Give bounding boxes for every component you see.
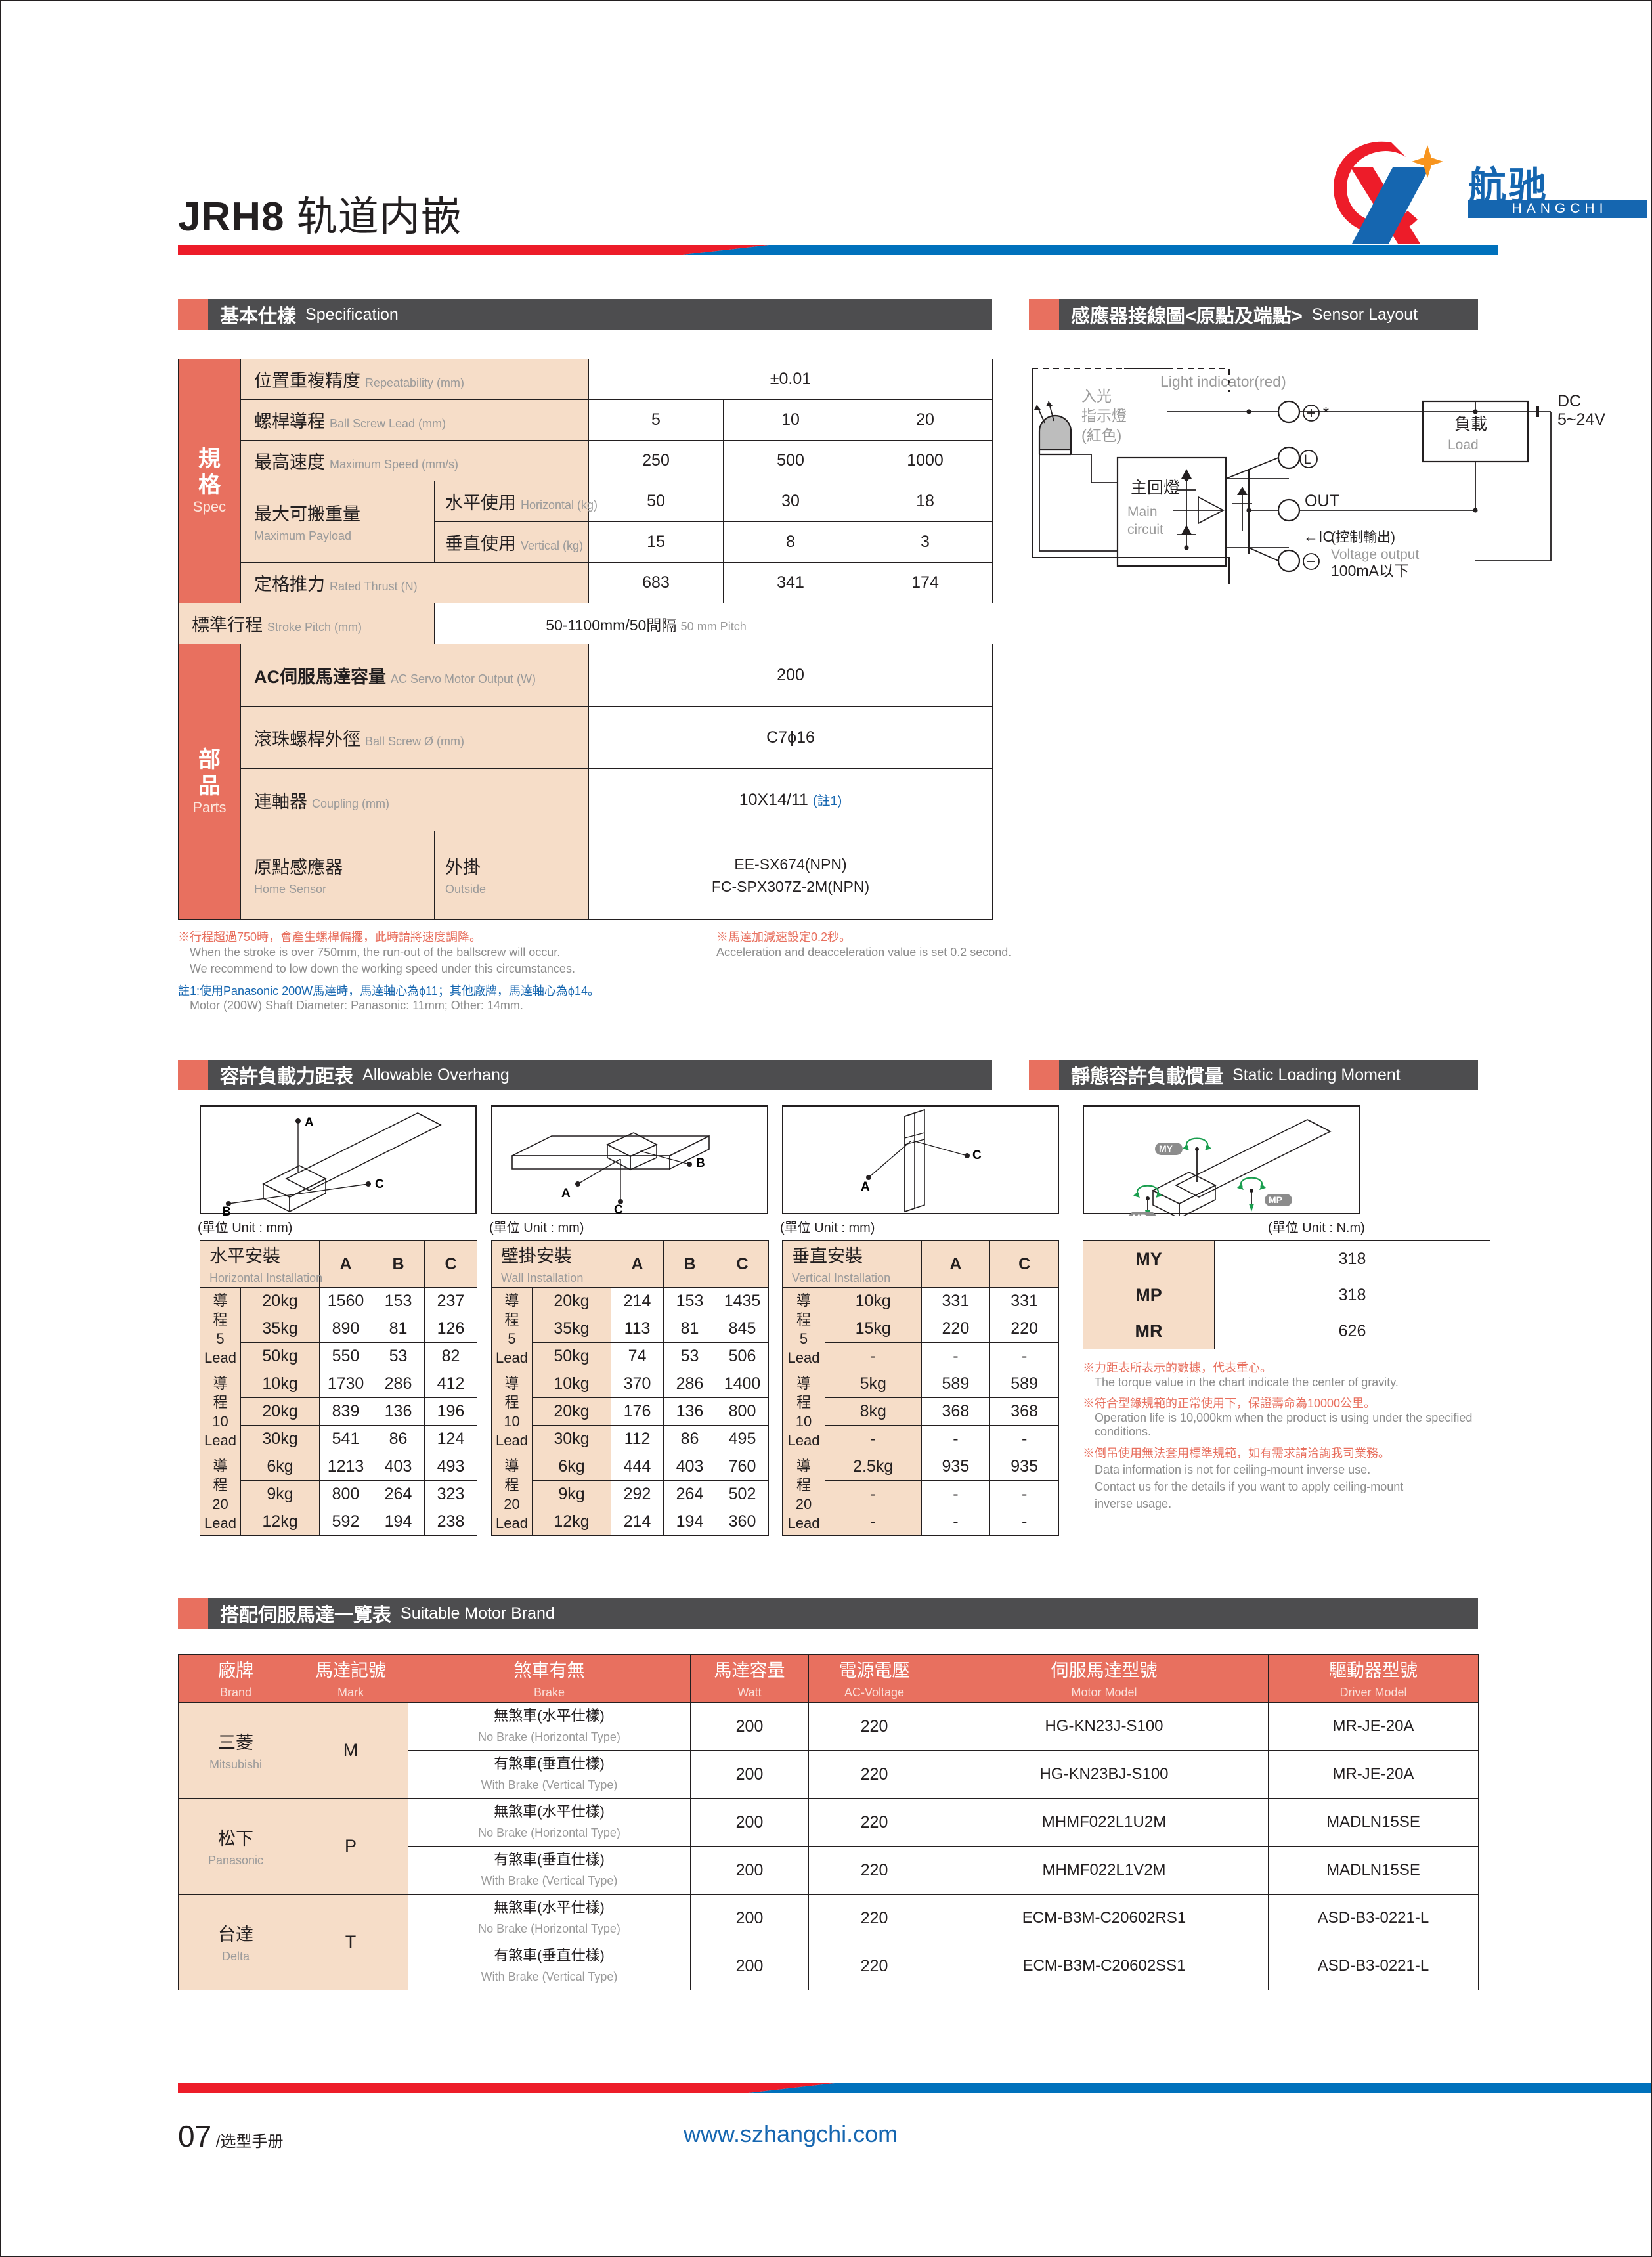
svg-text:OUT: OUT (1305, 492, 1339, 510)
svg-text:DC: DC (1557, 392, 1581, 410)
svg-text:負載: 負載 (1454, 415, 1487, 433)
svg-text:MP: MP (1269, 1194, 1282, 1205)
svg-text:Load: Load (1448, 437, 1479, 452)
svg-text:5~24V: 5~24V (1557, 410, 1605, 429)
svg-text:MR: MR (1133, 1212, 1147, 1216)
svg-text:A: A (561, 1187, 571, 1200)
svg-text:L: L (1304, 453, 1311, 467)
svg-text:指示燈: 指示燈 (1081, 407, 1127, 424)
svg-text:(紅色): (紅色) (1081, 427, 1121, 444)
svg-text:Main: Main (1127, 504, 1158, 519)
svg-text:B: B (222, 1205, 231, 1216)
svg-text:A: A (305, 1116, 314, 1129)
svg-text:入光: 入光 (1081, 387, 1112, 405)
svg-text:C: C (375, 1177, 384, 1191)
svg-text:MY: MY (1159, 1143, 1173, 1154)
svg-text:*: * (1323, 404, 1329, 421)
svg-text:C: C (614, 1203, 623, 1216)
svg-text:Voltage output: Voltage output (1331, 547, 1419, 562)
svg-text:A: A (861, 1180, 870, 1194)
svg-text:circuit: circuit (1127, 522, 1163, 537)
svg-text:Light indicator(red): Light indicator(red) (1160, 373, 1286, 390)
svg-text:C: C (972, 1149, 982, 1162)
svg-text:主回燈: 主回燈 (1131, 479, 1180, 497)
svg-text:←IC: ←IC (1303, 528, 1334, 545)
svg-text:(控制輸出): (控制輸出) (1331, 530, 1395, 545)
svg-text:100mA以下: 100mA以下 (1331, 562, 1409, 579)
svg-text:B: B (696, 1156, 705, 1170)
